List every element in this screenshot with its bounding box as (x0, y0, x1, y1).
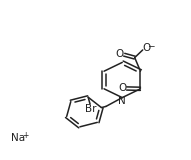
Text: N: N (118, 96, 126, 106)
Text: Br: Br (85, 104, 96, 114)
Text: +: + (22, 131, 28, 140)
Text: Na: Na (11, 133, 25, 143)
Text: −: − (147, 41, 155, 50)
Text: O: O (142, 43, 150, 53)
Text: O: O (116, 49, 124, 59)
Text: O: O (118, 83, 127, 93)
